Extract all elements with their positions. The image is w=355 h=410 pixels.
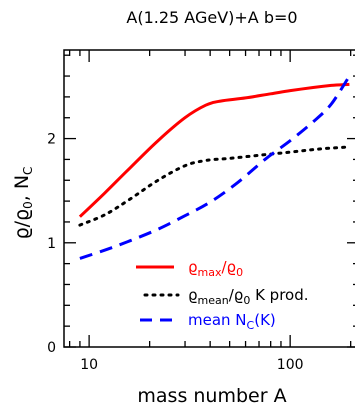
svg-text:ϱ/ϱ0, NC: ϱ/ϱ0, NC <box>11 167 35 240</box>
y-tick-label: 1 <box>47 236 56 252</box>
y-tick-label: 0 <box>47 340 56 356</box>
axis-ticks <box>64 50 355 348</box>
series-line-rho_mean <box>78 145 351 227</box>
legend: ϱmax/ϱ0 ϱmean/ϱ0 K prod. mean NC(K) <box>136 258 309 332</box>
y-tick-label: 2 <box>47 132 56 148</box>
legend-label-rho-mean: ϱmean/ϱ0 K prod. <box>188 286 309 307</box>
x-tick-label: 10 <box>80 357 98 373</box>
series-line-rho_max <box>78 82 350 218</box>
series-lines <box>78 75 351 260</box>
plot-frame <box>63 49 355 348</box>
chart-title: A(1.25 AGeV)+A b=0 <box>126 8 297 27</box>
legend-label-rho-max: ϱmax/ϱ0 <box>188 258 243 279</box>
legend-label-mean-nc: mean NC(K) <box>188 311 276 332</box>
y-axis-label: ϱ/ϱ0, NC <box>11 167 35 240</box>
tick-labels: 10 100 0 1 2 <box>47 132 303 373</box>
x-tick-label: 100 <box>277 357 304 373</box>
x-axis-label: mass number A <box>137 385 286 407</box>
series-line-mean_nc <box>79 75 351 260</box>
